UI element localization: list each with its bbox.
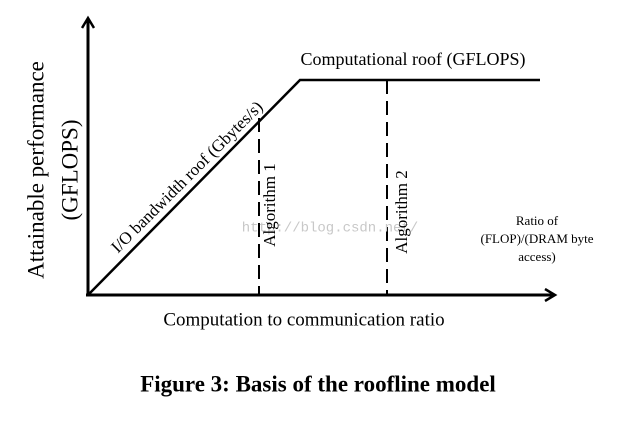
x-axis-label: Computation to communication ratio [163,309,444,330]
y-axis-label: Attainable performance [23,61,48,279]
y-axis-label: (GFLOPS) [57,120,82,221]
roof-line [87,78,540,296]
x-axis-end-label: Ratio of [516,213,559,228]
x-axis-end-label: access) [518,249,556,264]
algorithm-label: Algorithm 1 [260,163,279,247]
x-axis-end-label: (FLOP)/(DRAM byte [480,231,593,246]
compute-roof-label: Computational roof (GFLOPS) [301,49,526,70]
caption: Figure 3: Basis of the roofline model [140,371,496,396]
algorithm-label: Algorithm 2 [392,170,411,254]
watermark: http://blog.csdn.net/ [242,221,418,237]
